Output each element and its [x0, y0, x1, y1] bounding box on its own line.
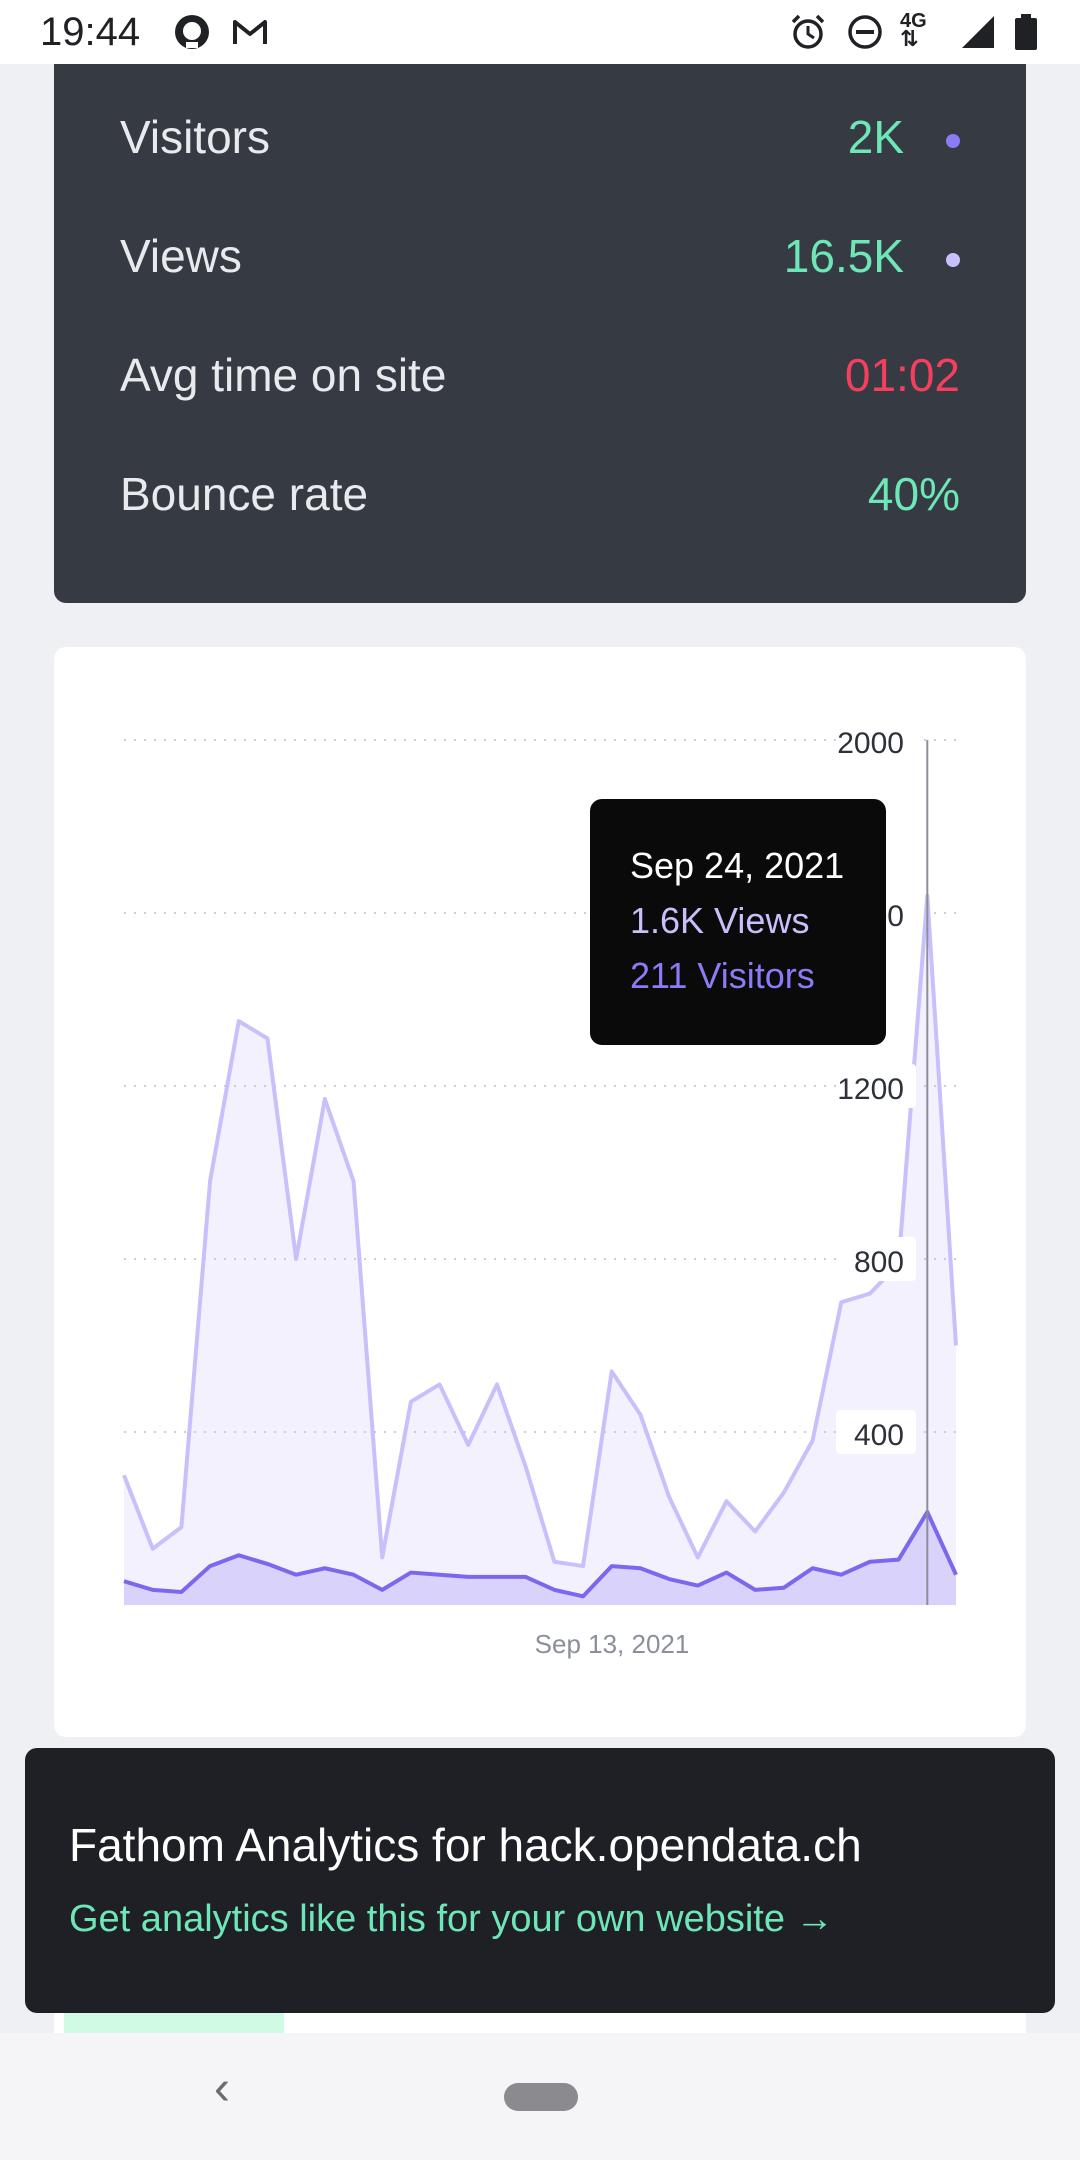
- network-label: 4G: [900, 10, 927, 32]
- chart-card: 200016001200800400Sep 13, 2021 Sep 24, 2…: [54, 647, 1026, 1737]
- tick-label-bg: [836, 1064, 916, 1108]
- stat-row-visitors[interactable]: Visitors 2K: [120, 110, 960, 170]
- dnd-icon: [848, 15, 882, 49]
- tick-label-bg: [836, 1410, 916, 1454]
- stat-row-avg-time: Avg time on site 01:02: [120, 348, 960, 408]
- back-chevron-icon[interactable]: ‹: [214, 2062, 230, 2115]
- next-section-peek: [54, 2013, 1026, 2033]
- stats-card: Visitors 2K Views 16.5K Avg time on site…: [54, 0, 1026, 603]
- series-area-views: [124, 895, 956, 1605]
- peek-bar: [64, 2013, 284, 2033]
- y-tick-label: 400: [854, 1419, 904, 1452]
- y-tick-label: 1200: [837, 1073, 904, 1106]
- stat-row-views[interactable]: Views 16.5K: [120, 229, 960, 289]
- stat-label: Views: [120, 230, 242, 282]
- stat-value: 40%: [867, 468, 960, 520]
- github-icon: [175, 15, 209, 49]
- battery-icon: [1015, 14, 1037, 50]
- banner-title: Fathom Analytics for hack.opendata.ch: [69, 1819, 862, 1871]
- gmail-icon: [233, 20, 267, 44]
- series-dot-icon: [946, 253, 960, 267]
- stat-label: Avg time on site: [120, 349, 447, 401]
- stat-value: 16.5K: [783, 230, 904, 282]
- series-area-visitors: [124, 1512, 956, 1605]
- tooltip-date: Sep 24, 2021: [630, 845, 845, 886]
- fathom-banner: Fathom Analytics for hack.opendata.ch Ge…: [25, 1748, 1055, 2013]
- stat-row-bounce-rate: Bounce rate 40%: [120, 467, 960, 527]
- status-time: 19:44: [40, 10, 141, 54]
- status-bar: 19:44 4G ⇅: [0, 0, 1080, 64]
- nav-bar: ‹: [0, 2033, 1080, 2160]
- y-tick-label: 800: [854, 1246, 904, 1279]
- views-visitors-chart[interactable]: 200016001200800400Sep 13, 2021: [54, 647, 1026, 1737]
- series-dot-icon: [946, 134, 960, 148]
- y-tick-label: 2000: [837, 727, 904, 760]
- tooltip-visitors: 211 Visitors: [630, 955, 815, 996]
- tick-label-bg: [836, 1237, 916, 1281]
- stat-value: 01:02: [844, 349, 960, 401]
- home-pill-icon[interactable]: [504, 2083, 578, 2111]
- signal-icon: [962, 16, 994, 48]
- x-axis-label: Sep 13, 2021: [535, 1629, 690, 1659]
- get-analytics-link[interactable]: Get analytics like this for your own web…: [69, 1898, 834, 1940]
- series-line-views: [122, 893, 958, 1569]
- series-line-visitors: [123, 1510, 958, 1599]
- stat-value: 2K: [847, 111, 904, 163]
- tick-label-bg: [836, 718, 916, 762]
- stat-label: Bounce rate: [120, 468, 369, 520]
- tooltip-views: 1.6K Views: [630, 900, 810, 941]
- alarm-icon: [791, 14, 825, 49]
- network-4g-icon: 4G ⇅: [900, 10, 927, 51]
- stat-label: Visitors: [120, 111, 270, 163]
- chart-tooltip: Sep 24, 2021 1.6K Views 211 Visitors: [590, 799, 886, 1045]
